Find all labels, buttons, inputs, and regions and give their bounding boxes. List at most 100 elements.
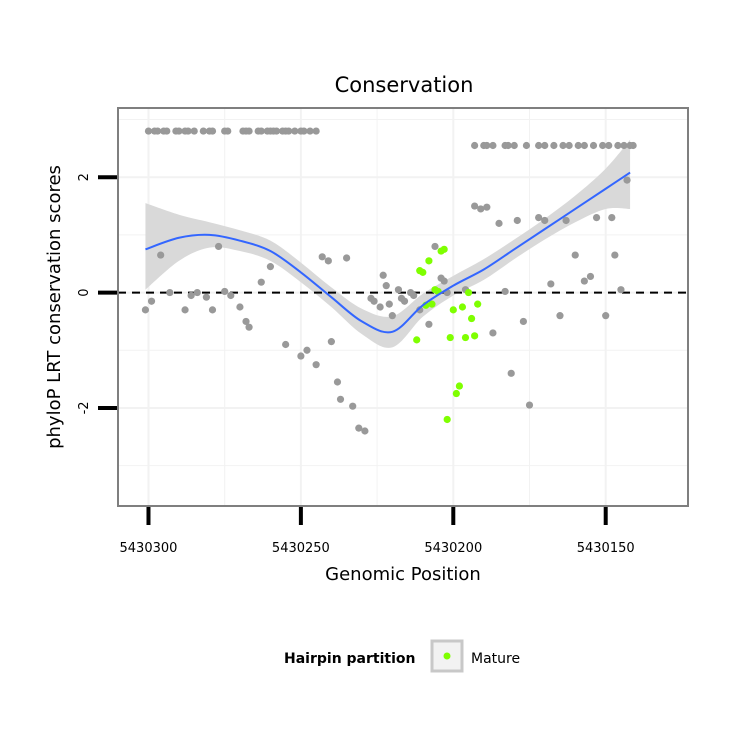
mature-point [443,415,451,424]
other-point [163,127,171,135]
other-point [580,141,588,150]
other-point [489,329,497,337]
chart-title: Conservation [335,73,474,97]
mature-point [419,268,427,276]
other-point [193,288,201,297]
y-tick-label: -2 [77,401,92,414]
other-point [175,127,183,135]
other-point [547,280,555,288]
other-point [495,219,503,227]
x-tick-label: 5430200 [424,541,482,556]
other-point [535,213,543,222]
other-point [471,141,479,150]
other-point [257,278,265,286]
x-axis-title: Genomic Position [325,564,481,585]
other-point [574,141,582,150]
other-point [602,312,610,320]
x-axis: 5430300 5430250 5430200 5430150 [120,507,635,556]
other-point [324,257,332,265]
other-point [245,323,253,331]
other-point [620,141,628,150]
other-point [312,127,320,135]
other-point [327,338,335,346]
legend: Hairpin partition Mature [284,639,520,673]
panel-background [118,108,688,506]
other-point [355,424,363,432]
other-point [522,141,531,150]
legend-label-mature: Mature [471,651,520,667]
other-point [416,306,424,314]
other-point [562,216,570,225]
other-point [614,141,622,150]
other-point [221,287,229,296]
mature-point [467,314,476,323]
mature-point [413,336,421,344]
other-point [300,127,308,135]
smooth-trend-line [145,171,631,334]
other-point [541,216,549,225]
other-point [440,277,448,285]
x-tick-label: 5430300 [120,541,178,556]
other-point [501,287,509,296]
other-point [187,291,195,300]
other-point [541,141,549,150]
mature-point [446,333,454,342]
mature-point [452,389,460,398]
other-point [154,127,162,135]
other-point [257,127,265,135]
other-point [513,216,521,225]
other-point [199,127,207,135]
other-point [617,286,625,294]
other-point [236,303,244,311]
other-point [214,242,223,251]
other-point [504,141,512,150]
other-point [157,251,165,259]
other-point [623,176,631,184]
other-point [318,253,326,261]
other-point [282,340,290,349]
other-point [349,402,357,410]
other-point [592,213,601,222]
mature-point [471,332,479,340]
confidence-band [145,139,631,348]
other-point [589,141,598,150]
other-point [525,401,534,409]
other-point [410,291,418,300]
other-point [224,127,232,135]
other-point [291,127,299,135]
other-point [425,320,433,328]
other-point [336,395,345,403]
other-point [147,297,156,305]
mature-point [458,303,467,311]
y-tick-label: 0 [77,288,92,296]
other-point [608,213,616,222]
other-point [312,361,320,369]
mature-point [461,333,470,342]
other-point [382,282,390,290]
other-point [605,141,613,150]
other-point [580,277,588,285]
other-point [144,127,153,135]
legend-key [430,639,464,673]
other-point [586,272,595,281]
other-point [141,306,150,314]
other-point [510,141,518,150]
other-point [599,141,607,150]
other-point [379,271,387,279]
other-point [507,369,515,377]
legend-title: Hairpin partition [284,651,415,667]
y-axis-title: phyloP LRT conservation scores [44,165,65,449]
other-point [181,306,189,314]
other-point [611,251,619,259]
plot-panel [117,107,689,507]
other-point [361,427,369,435]
other-point [394,286,403,294]
other-point [550,141,558,150]
other-point [629,141,637,150]
panel-border [117,107,689,507]
mature-point [449,306,457,314]
x-tick-label: 5430150 [577,541,635,556]
mature-point [425,257,433,265]
data-points [141,127,637,435]
other-point [285,127,293,135]
